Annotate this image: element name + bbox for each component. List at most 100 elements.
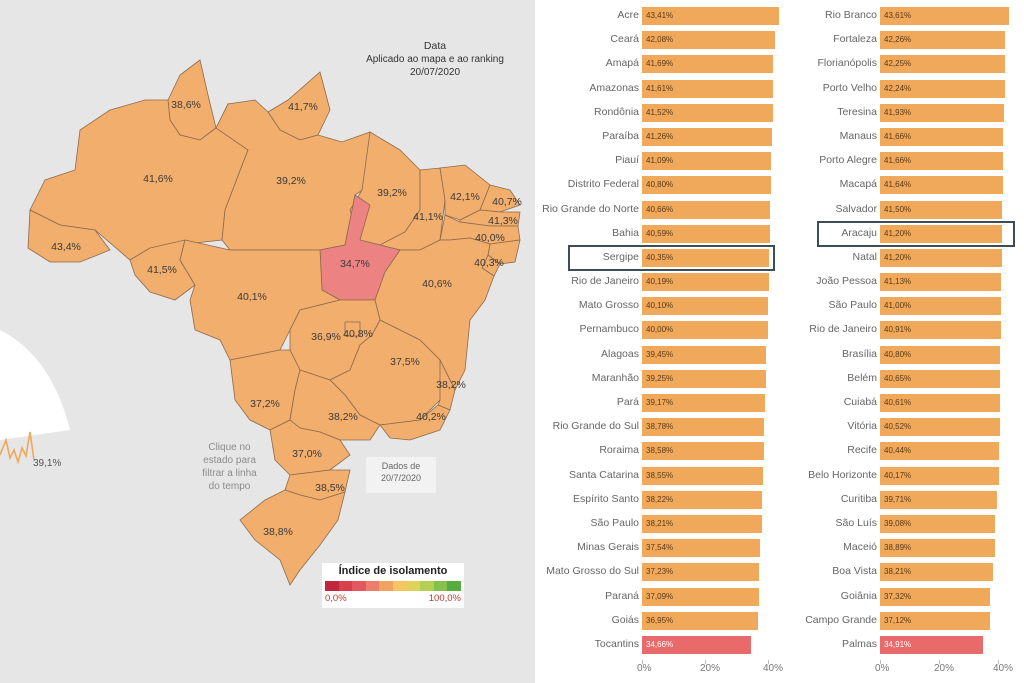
ranking-row[interactable]: Goiânia 37,32% [790, 585, 1024, 609]
ranking-bar[interactable]: 40,61% [880, 394, 1000, 412]
ranking-bar[interactable]: 40,59% [642, 224, 770, 243]
ranking-row[interactable]: Recife 40,44% [790, 439, 1024, 463]
ranking-bar[interactable]: 34,91% [880, 635, 983, 654]
state-rs[interactable] [239, 489, 346, 586]
ranking-bar[interactable]: 41,20% [880, 248, 1002, 267]
ranking-bar[interactable]: 37,09% [642, 587, 759, 606]
ranking-bar[interactable]: 41,66% [880, 127, 1003, 146]
ranking-bar[interactable]: 41,13% [880, 273, 1002, 292]
ranking-bar[interactable]: 40,17% [880, 466, 999, 485]
ranking-row[interactable]: São Paulo 41,00% [790, 294, 1024, 318]
ranking-row[interactable]: Sergipe 40,35% [535, 246, 790, 270]
ranking-bar[interactable]: 37,12% [880, 611, 990, 630]
ranking-bar[interactable]: 41,00% [880, 297, 1001, 316]
ranking-row[interactable]: Tocantins 34,66% [535, 633, 790, 657]
ranking-bar[interactable]: 41,50% [880, 200, 1003, 219]
ranking-bar[interactable]: 41,93% [880, 103, 1004, 122]
ranking-bar[interactable]: 38,21% [642, 514, 763, 533]
ranking-bar[interactable]: 34,66% [642, 635, 752, 654]
ranking-bar[interactable]: 41,20% [880, 224, 1002, 243]
ranking-row[interactable]: Pará 39,17% [535, 391, 790, 415]
state-rn[interactable] [479, 184, 521, 213]
ranking-bar[interactable]: 40,10% [642, 297, 769, 316]
ranking-row[interactable]: Bahia 40,59% [535, 222, 790, 246]
ranking-row[interactable]: Maranhão 39,25% [535, 367, 790, 391]
ranking-row[interactable]: Boa Vista 38,21% [790, 560, 1024, 584]
ranking-bar[interactable]: 38,58% [642, 442, 764, 461]
ranking-row[interactable]: Curitiba 39,71% [790, 488, 1024, 512]
ranking-row[interactable]: Roraima 38,58% [535, 439, 790, 463]
ranking-row[interactable]: Alagoas 39,45% [535, 343, 790, 367]
ranking-bar[interactable]: 40,65% [880, 369, 1000, 388]
ranking-row[interactable]: Piauí 41,09% [535, 149, 790, 173]
ranking-row[interactable]: Paraíba 41,26% [535, 125, 790, 149]
ranking-bar[interactable]: 43,41% [642, 7, 779, 25]
ranking-bar[interactable]: 38,89% [880, 539, 995, 558]
trend-sparkline[interactable] [0, 431, 35, 465]
ranking-row[interactable]: Campo Grande 37,12% [790, 609, 1024, 633]
ranking-row[interactable]: Natal 41,20% [790, 246, 1024, 270]
ranking-bar[interactable]: 36,95% [642, 611, 759, 630]
ranking-bar[interactable]: 37,32% [880, 587, 991, 606]
ranking-row[interactable]: Distrito Federal 40,80% [535, 173, 790, 197]
ranking-bar[interactable]: 43,61% [880, 7, 1009, 25]
ranking-row[interactable]: Pernambuco 40,00% [535, 318, 790, 342]
ranking-row[interactable]: João Pessoa 41,13% [790, 270, 1024, 294]
ranking-bar[interactable]: 40,52% [880, 418, 1000, 437]
ranking-bar[interactable]: 39,25% [642, 369, 766, 388]
ranking-row[interactable]: Belém 40,65% [790, 367, 1024, 391]
ranking-row[interactable]: Espírito Santo 38,22% [535, 488, 790, 512]
ranking-row[interactable]: Rondônia 41,52% [535, 101, 790, 125]
ranking-row[interactable]: Vitória 40,52% [790, 415, 1024, 439]
ranking-bar[interactable]: 42,08% [642, 31, 775, 50]
ranking-row[interactable]: Belo Horizonte 40,17% [790, 464, 1024, 488]
state-ac[interactable] [27, 209, 111, 263]
ranking-bar[interactable]: 40,66% [642, 200, 771, 219]
ranking-row[interactable]: Amazonas 41,61% [535, 77, 790, 101]
ranking-bar[interactable]: 41,66% [880, 152, 1003, 171]
ranking-row[interactable]: Rio Branco 43,61% [790, 4, 1024, 28]
ranking-bar[interactable]: 40,00% [642, 321, 768, 340]
ranking-bar[interactable]: 38,21% [880, 563, 993, 582]
ranking-row[interactable]: Mato Grosso 40,10% [535, 294, 790, 318]
ranking-row[interactable]: Santa Catarina 38,55% [535, 464, 790, 488]
date-filter[interactable]: Data Aplicado ao mapa e ao ranking 20/07… [340, 40, 530, 79]
ranking-row[interactable]: Acre 43,41% [535, 4, 790, 28]
ranking-bar[interactable]: 40,91% [880, 321, 1001, 340]
ranking-row[interactable]: Mato Grosso do Sul 37,23% [535, 560, 790, 584]
ranking-bar[interactable]: 41,52% [642, 103, 773, 122]
ranking-bar[interactable]: 40,80% [880, 345, 1001, 364]
state-pr[interactable] [269, 419, 351, 476]
ranking-bar[interactable]: 40,80% [642, 176, 771, 195]
ranking-row[interactable]: Macapá 41,64% [790, 173, 1024, 197]
ranking-bar[interactable]: 40,44% [880, 442, 1000, 461]
ranking-bar[interactable]: 42,25% [880, 55, 1005, 74]
ranking-row[interactable]: São Luís 39,08% [790, 512, 1024, 536]
ranking-row[interactable]: São Paulo 38,21% [535, 512, 790, 536]
ranking-bar[interactable]: 39,71% [880, 490, 998, 509]
ranking-bar[interactable]: 40,19% [642, 273, 769, 292]
ranking-row[interactable]: Aracaju 41,20% [790, 222, 1024, 246]
ranking-row[interactable]: Maceió 38,89% [790, 536, 1024, 560]
ranking-bar[interactable]: 39,17% [642, 394, 766, 412]
ranking-bar[interactable]: 42,24% [880, 79, 1005, 98]
ranking-row[interactable]: Porto Alegre 41,66% [790, 149, 1024, 173]
ranking-bar[interactable]: 38,22% [642, 490, 763, 509]
ranking-row[interactable]: Teresina 41,93% [790, 101, 1024, 125]
ranking-row[interactable]: Amapá 41,69% [535, 52, 790, 76]
ranking-row[interactable]: Porto Velho 42,24% [790, 77, 1024, 101]
ranking-row[interactable]: Ceará 42,08% [535, 28, 790, 52]
state-df[interactable] [344, 321, 361, 337]
ranking-row[interactable]: Goiás 36,95% [535, 609, 790, 633]
ranking-bar[interactable]: 37,23% [642, 563, 760, 582]
ranking-bar[interactable]: 39,08% [880, 514, 996, 533]
ranking-bar[interactable]: 40,35% [642, 248, 770, 267]
ranking-bar[interactable]: 41,69% [642, 55, 774, 74]
ranking-bar[interactable]: 41,61% [642, 79, 774, 98]
ranking-row[interactable]: Manaus 41,66% [790, 125, 1024, 149]
ranking-bar[interactable]: 38,55% [642, 466, 764, 485]
ranking-row[interactable]: Rio Grande do Sul 38,78% [535, 415, 790, 439]
ranking-row[interactable]: Salvador 41,50% [790, 198, 1024, 222]
ranking-row[interactable]: Paraná 37,09% [535, 585, 790, 609]
state-rj[interactable] [379, 404, 451, 441]
